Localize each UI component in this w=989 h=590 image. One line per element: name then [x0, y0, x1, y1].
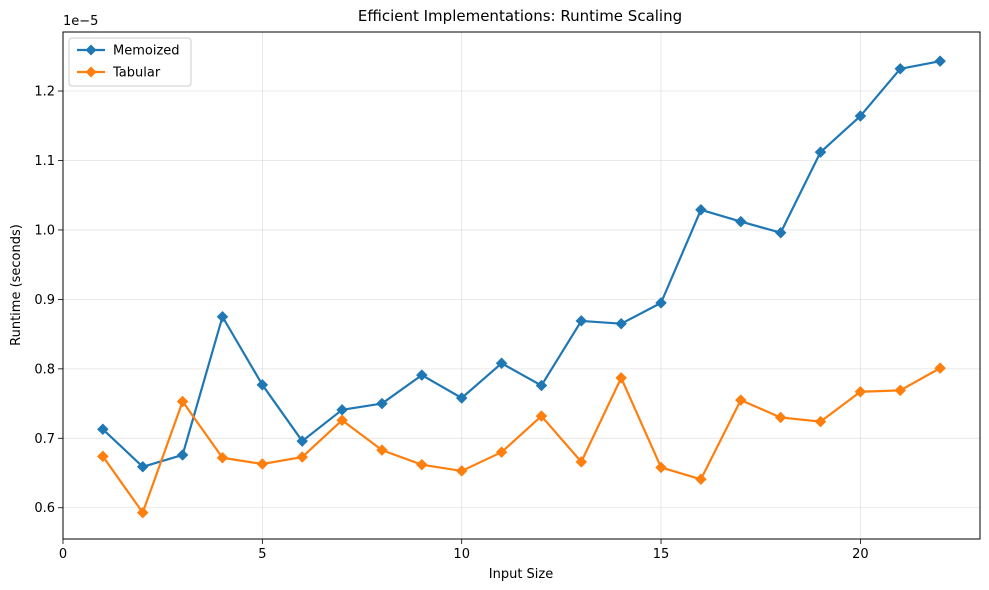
data-point [734, 215, 747, 228]
data-point [814, 146, 827, 159]
data-point [97, 423, 109, 436]
data-point [415, 369, 428, 381]
y-axis: 0.6 0.7 0.8 0.9 1.0 1.1 1.2 [34, 85, 63, 516]
data-point [575, 315, 588, 327]
data-point [814, 415, 827, 428]
data-point [655, 461, 667, 474]
data-point [216, 451, 229, 464]
data-point [734, 394, 747, 406]
x-tick-label: 15 [653, 547, 670, 562]
data-point [136, 506, 149, 519]
data-point [336, 414, 348, 427]
x-tick-label: 10 [453, 547, 470, 562]
legend-marker [85, 44, 97, 56]
y-tick-label: 0.9 [34, 293, 55, 308]
y-tick-label: 1.0 [34, 223, 55, 238]
plot-frame [62, 31, 981, 540]
data-point [615, 317, 628, 330]
x-axis: 0 5 10 15 20 [59, 539, 869, 562]
data-point [176, 395, 189, 408]
data-point [575, 456, 588, 468]
grid-lines [62, 32, 980, 539]
series-tabular [97, 362, 946, 519]
data-point [615, 372, 628, 384]
legend-label: Tabular [112, 66, 161, 81]
y-tick-label: 0.7 [34, 432, 55, 447]
data-point [535, 379, 548, 392]
data-point [216, 310, 229, 323]
data-point [495, 446, 508, 459]
data-point [854, 110, 867, 122]
data-point [934, 55, 946, 68]
data-point [296, 435, 309, 447]
y-tick-label: 0.6 [34, 501, 55, 516]
data-point [455, 392, 468, 404]
chart-title: Efficient Implementations: Runtime Scali… [358, 7, 682, 25]
data-point [256, 378, 269, 391]
x-axis-title: Input Size [489, 567, 553, 582]
x-tick-label: 0 [59, 547, 67, 562]
series-line [102, 60, 941, 468]
data-point [136, 460, 149, 473]
data-point [97, 450, 109, 463]
data-point [455, 465, 468, 477]
data-point [535, 410, 548, 422]
data-point [894, 384, 907, 397]
series-layer [97, 55, 946, 519]
legend-marker [85, 66, 97, 78]
y-tick-label: 0.8 [34, 362, 55, 377]
series-memoized [97, 55, 946, 473]
data-point [695, 473, 707, 486]
data-point [256, 458, 269, 470]
data-point [176, 449, 189, 461]
y-axis-title: Runtime (seconds) [9, 224, 24, 346]
data-point [655, 297, 667, 309]
data-point [774, 226, 787, 239]
x-tick-label: 5 [258, 547, 266, 562]
y-tick-label: 1.1 [34, 154, 55, 169]
y-tick-label: 1.2 [34, 85, 55, 100]
data-point [854, 385, 867, 398]
y-offset-label: 1e−5 [63, 14, 98, 29]
data-point [376, 444, 388, 456]
data-point [495, 357, 508, 370]
data-point [695, 203, 707, 216]
series-line [101, 367, 941, 514]
data-point [376, 397, 388, 410]
data-point [774, 411, 787, 424]
x-tick-label: 20 [852, 547, 869, 562]
data-point [894, 62, 907, 75]
data-point [296, 451, 309, 463]
legend: Memoized Tabular [68, 37, 192, 87]
data-point [415, 458, 428, 471]
data-point [934, 362, 946, 375]
legend-label: Memoized [113, 44, 180, 59]
